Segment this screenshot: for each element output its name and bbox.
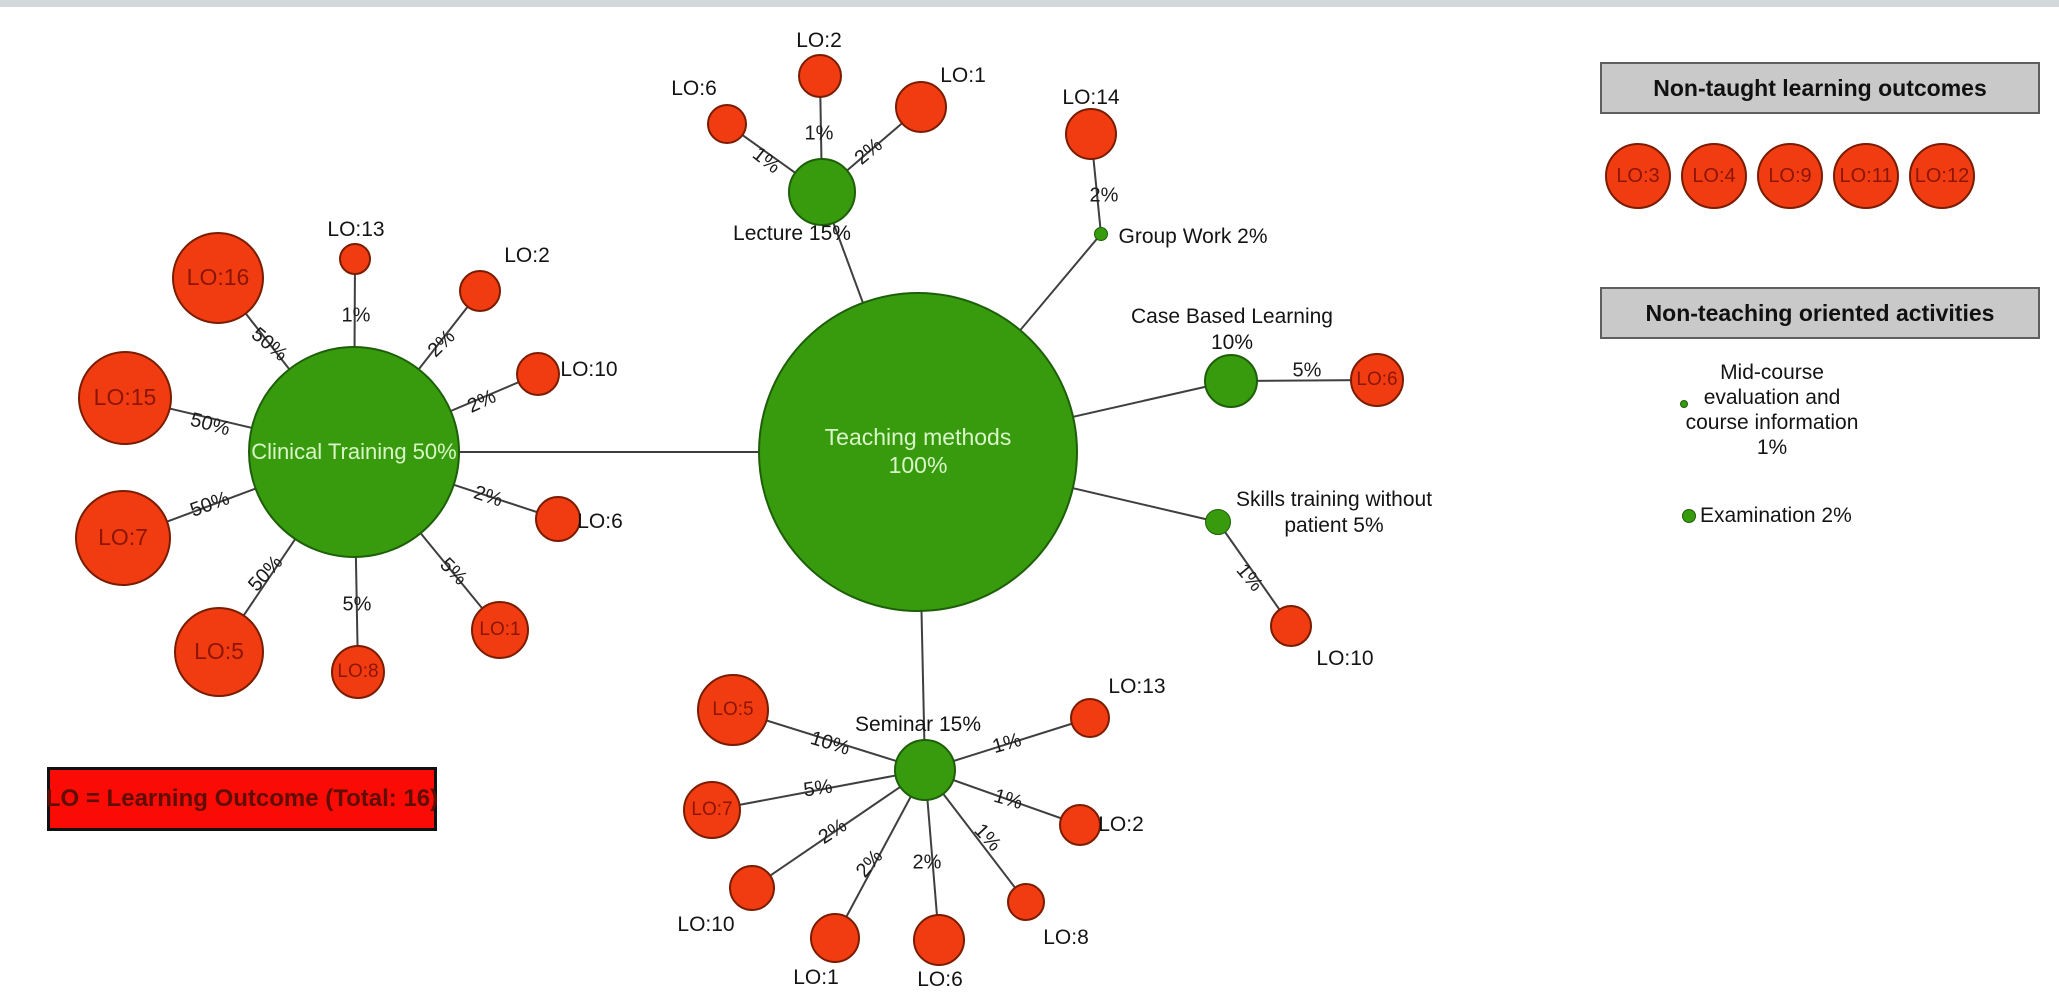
node-c2 (459, 270, 501, 312)
label-lecture: Lecture 15% (733, 222, 851, 245)
node-g14 (1065, 108, 1117, 160)
node-l6 (707, 104, 747, 144)
node-clinical: Clinical Training 50% (248, 346, 460, 558)
non-taught-outcome-LO-11: LO:11 (1833, 143, 1899, 209)
node-cb6: LO:6 (1350, 353, 1404, 407)
activity-examination: Examination 2% (1700, 504, 1852, 527)
label-c7: LO:7 (98, 524, 148, 551)
node-se13 (1070, 698, 1110, 738)
node-l2 (798, 54, 842, 98)
node-groupwork (1094, 227, 1108, 241)
label-se6: LO:6 (917, 968, 963, 991)
label-groupwork: Group Work 2% (1118, 225, 1268, 248)
label-c2: LO:2 (504, 244, 550, 267)
node-se8 (1007, 883, 1045, 921)
label-clinical: Clinical Training 50% (251, 438, 457, 464)
outcome-label: LO:3 (1616, 164, 1660, 187)
label-se7: LO:7 (691, 798, 733, 820)
outcome-label: LO:9 (1768, 164, 1812, 187)
node-c13 (339, 243, 371, 275)
outcome-label: LO:4 (1692, 164, 1736, 187)
panel-header-non-taught-learning-outcomes: Non-taught learning outcomes (1600, 62, 2040, 114)
label-c16: LO:16 (186, 264, 250, 291)
node-c10 (516, 352, 560, 396)
node-skills (1205, 509, 1231, 535)
label-se13: LO:13 (1108, 675, 1166, 698)
edge-seminar-se10 (751, 769, 926, 889)
activity-dot-midcourse (1680, 400, 1688, 408)
edge-label-clinical-c8: 5% (342, 593, 372, 616)
node-lecture (788, 158, 856, 226)
label-s10: LO:10 (1316, 647, 1374, 670)
node-se5: LO:5 (697, 674, 769, 746)
label-c13: LO:13 (327, 218, 385, 241)
edge-label-seminar-se7: 5% (802, 775, 834, 802)
node-l1 (895, 81, 947, 133)
non-taught-outcome-LO-3: LO:3 (1605, 143, 1671, 209)
node-c7: LO:7 (75, 490, 171, 586)
top-strip (0, 0, 2059, 7)
label-se5: LO:5 (712, 698, 754, 720)
activity-dot-examination (1682, 509, 1696, 523)
node-c16: LO:16 (172, 232, 264, 324)
non-taught-outcome-LO-4: LO:4 (1681, 143, 1747, 209)
label-c10: LO:10 (560, 358, 618, 381)
edge-label-groupwork-g14: 2% (1089, 184, 1119, 207)
label-cb6: LO:6 (1356, 368, 1398, 390)
edge-label-cbl-cb6: 5% (1292, 359, 1322, 382)
label-l6: LO:6 (671, 77, 717, 100)
node-c6 (535, 496, 581, 542)
node-c15: LO:15 (78, 351, 172, 445)
node-se7: LO:7 (683, 781, 741, 839)
node-teaching: Teaching methods 100% (758, 292, 1078, 612)
label-l2: LO:2 (796, 29, 842, 52)
label-teaching: Teaching methods 100% (824, 424, 1012, 478)
activity-midcourse: Mid-course evaluation and course informati… (1685, 361, 1859, 459)
outcome-label: LO:12 (1914, 164, 1970, 187)
label-c6: LO:6 (577, 510, 623, 533)
label-c8: LO:8 (337, 660, 379, 682)
node-se2 (1059, 804, 1101, 846)
outcome-label: LO:11 (1839, 164, 1893, 187)
node-c5: LO:5 (174, 607, 264, 697)
node-se10 (729, 865, 775, 911)
label-g14: LO:14 (1062, 86, 1120, 109)
label-c15: LO:15 (93, 384, 157, 411)
edge-label-lecture-l2: 1% (804, 122, 834, 145)
node-se1 (810, 913, 860, 963)
label-seminar: Seminar 15% (854, 713, 982, 736)
legend-text: LO = Learning Outcome (Total: 16) (45, 785, 439, 812)
node-se6 (913, 914, 965, 966)
label-c1: LO:1 (479, 618, 521, 640)
label-c5: LO:5 (194, 638, 244, 665)
node-seminar (894, 739, 956, 801)
label-se1: LO:1 (793, 966, 839, 989)
panel-header-non-teaching-oriented-activities: Non-teaching oriented activities (1600, 287, 2040, 339)
node-s10 (1270, 605, 1312, 647)
label-skills: Skills training without patient 5% (1235, 488, 1433, 537)
edge-seminar-se7 (711, 769, 926, 811)
node-c8: LO:8 (331, 645, 385, 699)
edge-label-clinical-c13: 1% (341, 304, 371, 327)
panel-title: Non-taught learning outcomes (1653, 74, 1987, 101)
label-l1: LO:1 (940, 64, 986, 87)
edge-label-seminar-se6: 2% (912, 851, 942, 874)
non-taught-outcome-LO-9: LO:9 (1757, 143, 1823, 209)
panel-title: Non-teaching oriented activities (1645, 299, 1995, 326)
non-taught-outcome-LO-12: LO:12 (1909, 143, 1975, 209)
label-se8: LO:8 (1043, 926, 1089, 949)
edge-seminar-se1 (834, 769, 926, 939)
label-se10: LO:10 (677, 913, 735, 936)
label-cbl: Case Based Learning 10% (1131, 305, 1333, 354)
label-se2: LO:2 (1098, 813, 1144, 836)
node-c1: LO:1 (471, 601, 529, 659)
legend-box: LO = Learning Outcome (Total: 16) (45, 767, 439, 831)
node-cbl (1204, 354, 1258, 408)
